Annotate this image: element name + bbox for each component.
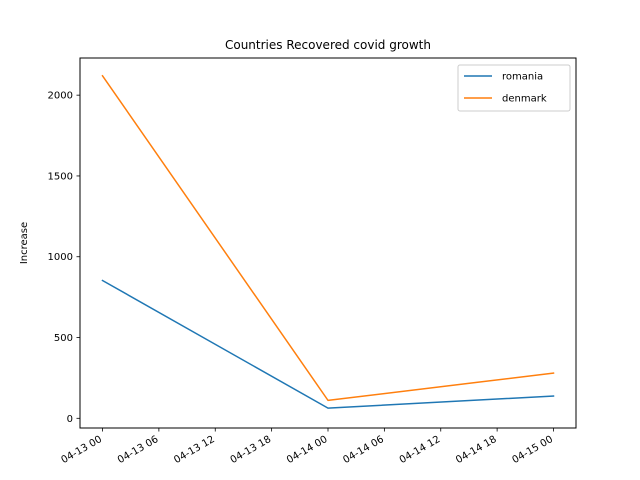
legend: romania denmark (457, 64, 571, 112)
x-tick-label: 04-14 00 (285, 434, 329, 466)
y-tick-label: 0 (67, 414, 73, 425)
x-tick-label: 04-14 12 (398, 434, 442, 466)
chart-title: Countries Recovered covid growth (225, 38, 431, 52)
plot-frame (79, 57, 577, 429)
y-tick-label: 2000 (48, 91, 73, 102)
y-axis-label: Increase (19, 222, 30, 264)
plot-lines (101, 74, 555, 409)
y-axis: 0 500 1000 1500 2000 (48, 91, 80, 425)
x-tick-label: 04-13 00 (60, 434, 104, 466)
y-tick-label: 500 (54, 333, 73, 344)
x-axis: 04-13 00 04-13 06 04-13 12 04-13 18 04-14 00… (60, 428, 555, 466)
legend-label-denmark: denmark (502, 94, 547, 105)
x-tick-label: 04-15 00 (511, 434, 555, 466)
x-tick-label: 04-13 18 (229, 434, 273, 466)
y-tick-label: 1000 (48, 252, 73, 263)
x-tick-label: 04-13 06 (116, 434, 160, 466)
series-line-denmark (101, 74, 555, 402)
x-tick-label: 04-14 18 (454, 434, 498, 466)
series-line-romania (101, 279, 555, 409)
x-tick-label: 04-14 06 (341, 434, 385, 466)
legend-label-romania: romania (502, 72, 543, 83)
x-tick-label: 04-13 12 (172, 434, 216, 466)
y-tick-label: 1500 (48, 171, 73, 182)
